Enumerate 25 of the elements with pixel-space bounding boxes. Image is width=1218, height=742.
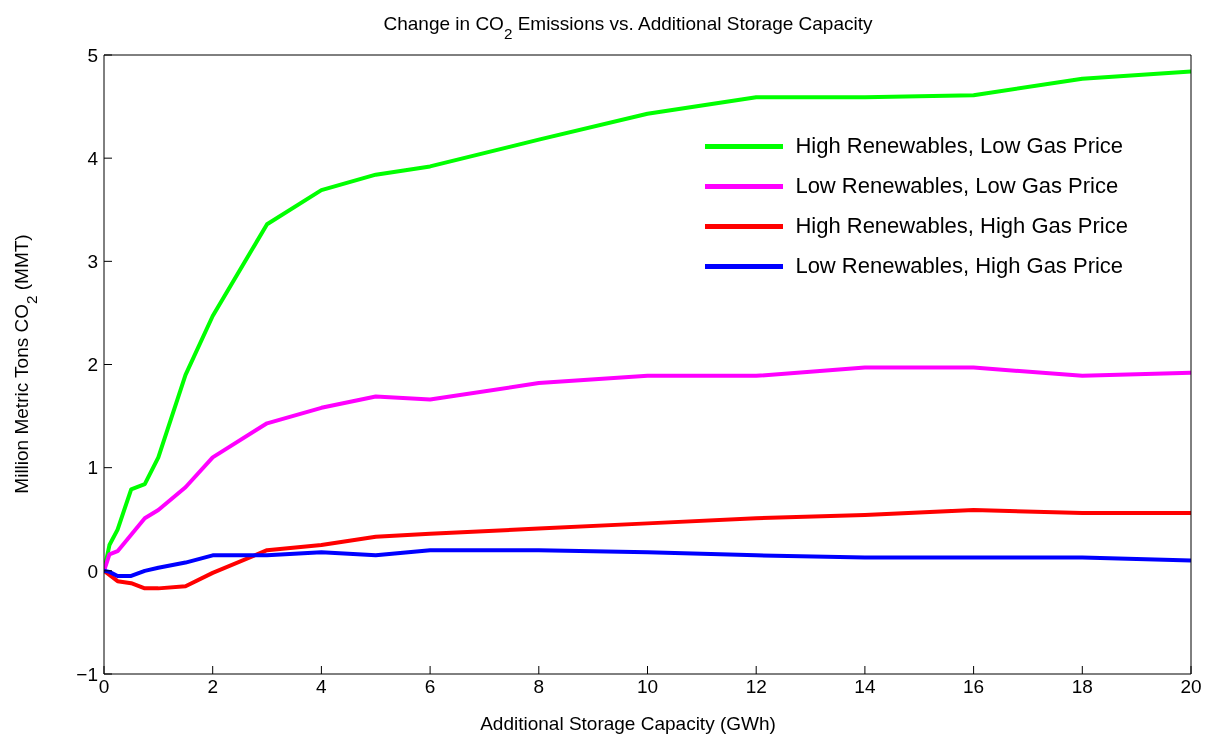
legend-label: High Renewables, High Gas Price <box>795 213 1128 239</box>
x-tick-label: 4 <box>316 676 328 698</box>
x-tick-label: 14 <box>854 676 876 698</box>
y-tick-label: 2 <box>87 354 98 376</box>
x-tick-label: 10 <box>636 676 659 698</box>
chart-title: Change in CO$_{2}$ Emissions vs. Additional Storage Capacity <box>383 13 873 42</box>
line-series <box>104 507 1191 591</box>
line-series <box>104 548 1191 578</box>
y-tick-label: 1 <box>87 457 98 479</box>
x-axis-title: Additional Storage Capacity (GWh) <box>480 713 776 734</box>
legend-label: Low Renewables, Low Gas Price <box>795 173 1119 199</box>
y-tick-label: 5 <box>87 44 98 66</box>
x-tick-label: 18 <box>1071 676 1093 698</box>
y-tick-label: −1 <box>76 663 98 685</box>
y-tick-label: 0 <box>87 560 98 582</box>
x-tick-label: 20 <box>1180 676 1202 698</box>
y-tick-label: 4 <box>87 147 99 169</box>
y-tick-label: 3 <box>87 251 98 273</box>
x-tick-label: 2 <box>207 676 218 698</box>
legend-label: High Renewables, Low Gas Price <box>795 133 1124 159</box>
x-tick-label: 16 <box>963 676 985 698</box>
x-tick-label: 8 <box>533 676 545 698</box>
x-tick-label: 12 <box>745 676 767 698</box>
legend-label: Low Renewables, High Gas Price <box>795 253 1124 279</box>
x-tick-label: 6 <box>424 676 436 698</box>
